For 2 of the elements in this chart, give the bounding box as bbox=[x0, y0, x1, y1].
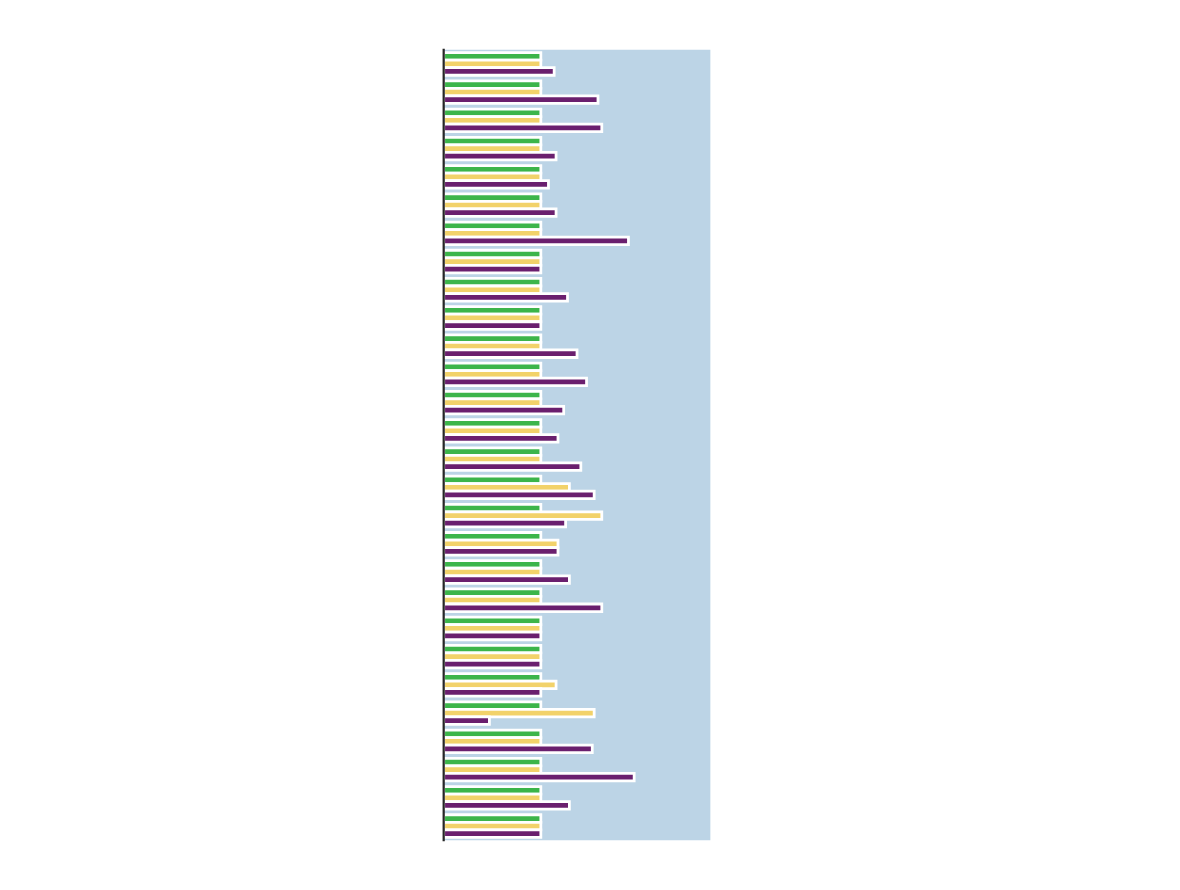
bar bbox=[443, 707, 596, 719]
bar bbox=[443, 828, 543, 839]
